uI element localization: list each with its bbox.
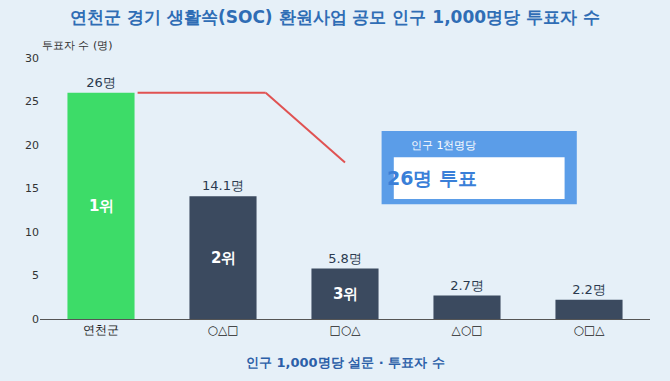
svg-text:5: 5	[32, 269, 39, 282]
svg-text:연천군 경기 생활쏙(SOC) 환원사업 공모 인구 1,0: 연천군 경기 생활쏙(SOC) 환원사업 공모 인구 1,000명당 투표자 수	[70, 7, 600, 27]
svg-text:2.7명: 2.7명	[450, 278, 484, 293]
svg-text:0: 0	[32, 313, 39, 326]
svg-text:26명 투표: 26명 투표	[387, 167, 477, 189]
svg-text:15: 15	[25, 182, 39, 195]
svg-text:2.2명: 2.2명	[572, 282, 606, 297]
svg-text:△○□: △○□	[451, 323, 482, 337]
svg-text:26명: 26명	[86, 75, 116, 90]
svg-text:25: 25	[25, 95, 39, 108]
svg-text:14.1명: 14.1명	[202, 178, 244, 193]
svg-text:30: 30	[25, 52, 39, 65]
svg-text:연천군: 연천군	[83, 323, 119, 337]
svg-text:인구 1천명당: 인구 1천명당	[411, 139, 477, 152]
svg-text:1위: 1위	[89, 197, 114, 215]
svg-text:5.8명: 5.8명	[328, 251, 362, 266]
svg-text:□○△: □○△	[329, 323, 361, 337]
svg-text:투표자 수 (명): 투표자 수 (명)	[42, 39, 113, 52]
svg-text:3위: 3위	[333, 285, 358, 303]
svg-text:○△□: ○△□	[207, 323, 238, 337]
svg-text:10: 10	[25, 226, 39, 239]
svg-text:2위: 2위	[211, 249, 236, 267]
svg-text:20: 20	[25, 139, 39, 152]
svg-text:인구 1,000명당 설문 · 투표자 수: 인구 1,000명당 설문 · 투표자 수	[246, 355, 445, 370]
svg-text:○□△: ○□△	[573, 323, 605, 337]
